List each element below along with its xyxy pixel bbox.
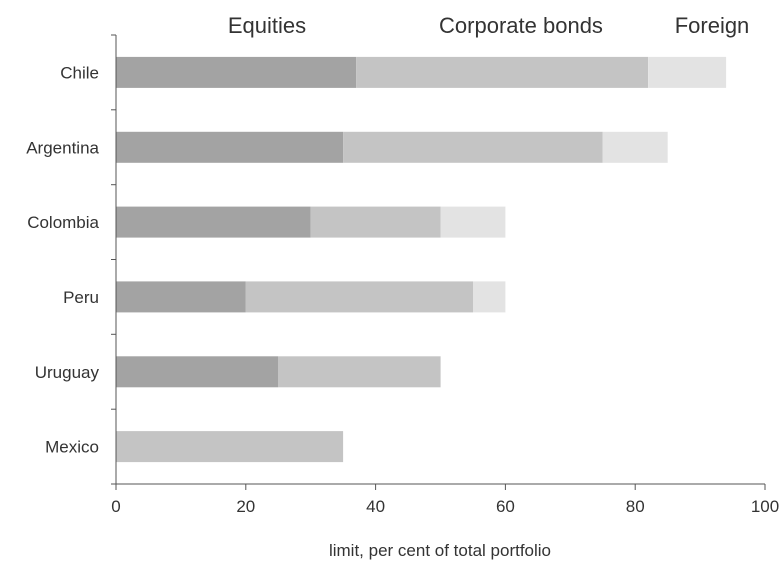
legend: Equities Corporate bonds Foreign	[228, 13, 749, 38]
bar-colombia-equities	[116, 206, 311, 238]
category-label-uruguay: Uruguay	[35, 363, 100, 382]
bar-peru-equities	[116, 281, 246, 313]
bar-chile-corporate-bonds	[356, 56, 649, 88]
legend-corporate-bonds: Corporate bonds	[439, 13, 603, 38]
category-label-argentina: Argentina	[26, 138, 99, 157]
bar-chile-equities	[116, 56, 357, 88]
y-axis: Chile Argentina Colombia Peru Uruguay Mexico	[26, 34, 117, 485]
x-axis: 0 20 40 60 80 100	[111, 483, 779, 516]
category-label-chile: Chile	[60, 63, 99, 82]
bar-argentina-equities	[116, 131, 344, 163]
x-tick-label-100: 100	[751, 497, 779, 516]
bar-uruguay-equities	[116, 356, 279, 388]
x-tick-label-0: 0	[111, 497, 120, 516]
x-tick-label-60: 60	[496, 497, 515, 516]
legend-equities: Equities	[228, 13, 306, 38]
category-label-colombia: Colombia	[27, 213, 99, 232]
bar-peru-corporate-bonds	[245, 281, 473, 313]
category-label-peru: Peru	[63, 288, 99, 307]
bar-peru-foreign	[473, 281, 506, 313]
bar-colombia-foreign	[440, 206, 506, 238]
bars-group	[116, 56, 727, 463]
category-label-mexico: Mexico	[45, 438, 99, 457]
x-tick-label-20: 20	[236, 497, 255, 516]
bar-colombia-corporate-bonds	[310, 206, 441, 238]
bar-argentina-foreign	[602, 131, 668, 163]
x-axis-title: limit, per cent of total portfolio	[329, 541, 551, 560]
legend-foreign: Foreign	[675, 13, 750, 38]
bar-argentina-corporate-bonds	[343, 131, 603, 163]
bar-chile-foreign	[648, 56, 727, 88]
bar-uruguay-corporate-bonds	[278, 356, 441, 388]
x-tick-label-40: 40	[366, 497, 385, 516]
bar-mexico-corporate-bonds	[116, 431, 344, 463]
x-tick-label-80: 80	[626, 497, 645, 516]
